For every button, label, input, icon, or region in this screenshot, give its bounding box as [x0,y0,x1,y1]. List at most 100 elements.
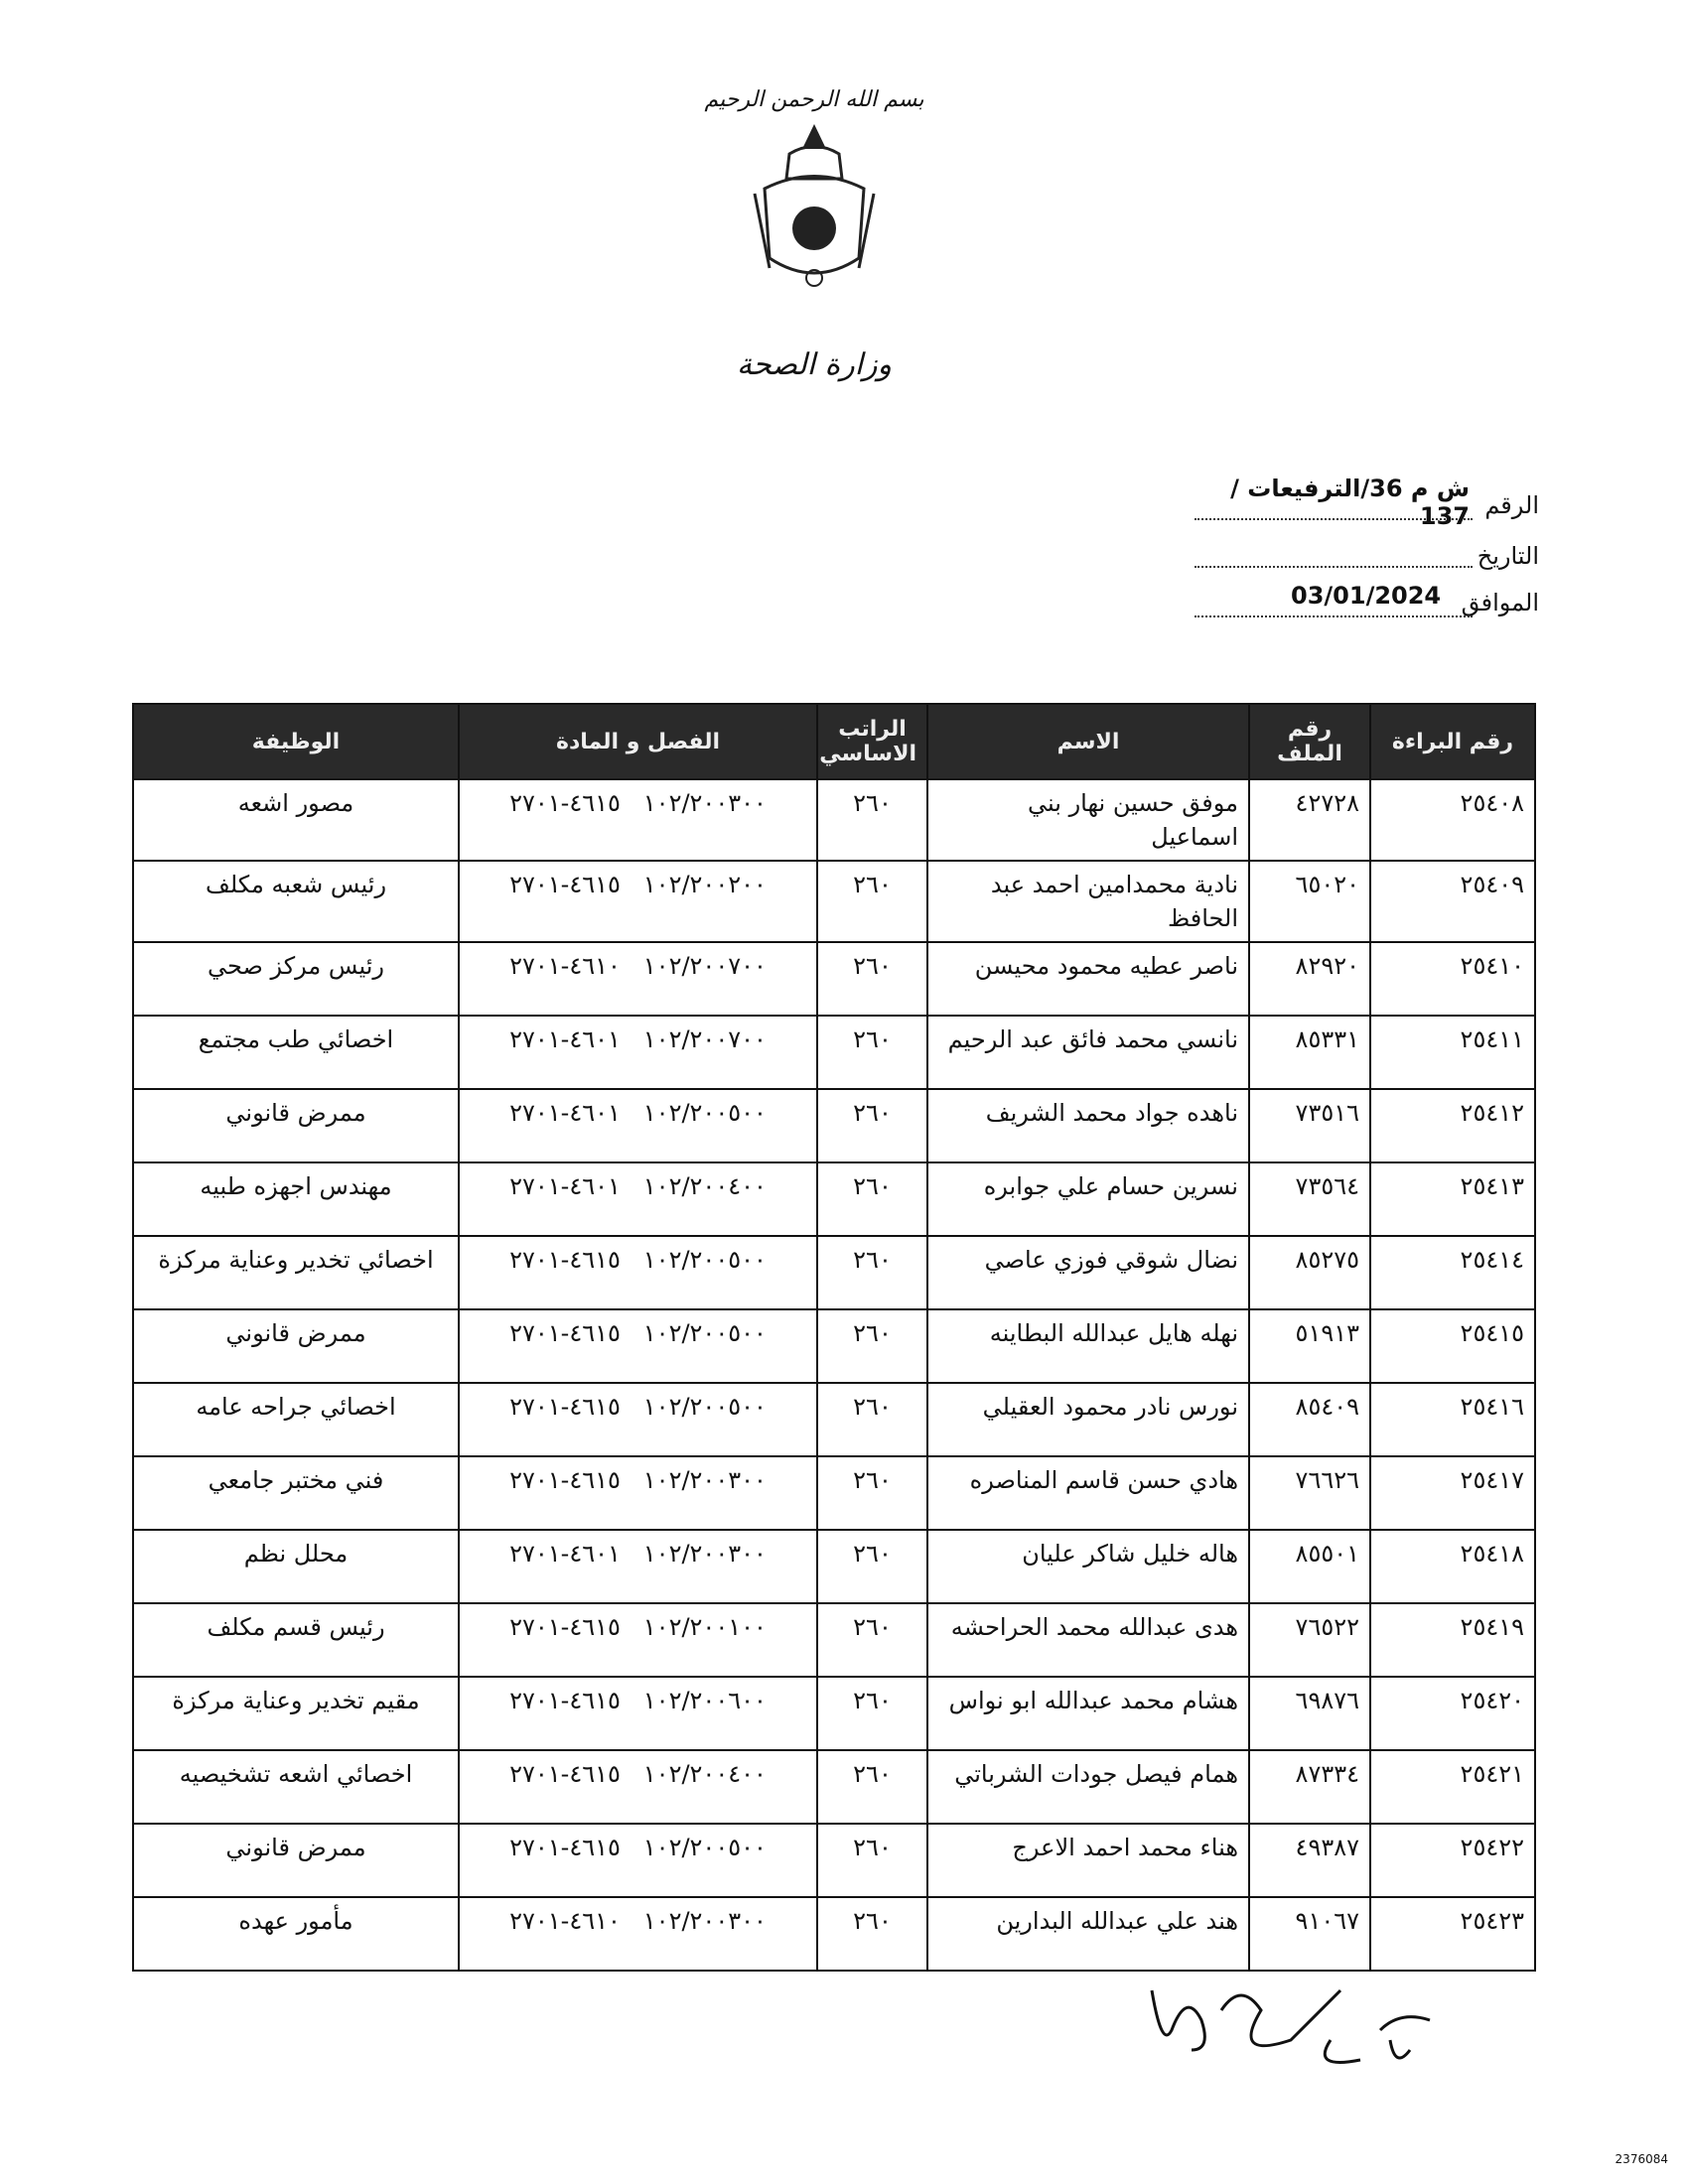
table-cell: ٤٩٣٨٧ [1248,1823,1371,1898]
table-cell: هادي حسن قاسم المناصره [926,1455,1250,1531]
table-cell: ٧٣٥٦٤ [1248,1161,1371,1237]
table-cell: ٦٩٨٧٦ [1248,1676,1371,1751]
table-cell: ١٠٢/٢٠٠٧٠٠ ٤٦٠١-٢٧٠١ [458,1015,818,1090]
table-cell: مقيم تخدير وعناية مركزة [132,1676,460,1751]
table-cell: رئيس شعبه مكلف [132,860,460,943]
table-cell: ٢٥٤١٥ [1369,1308,1536,1384]
table-cell: ٦٥٠٢٠ [1248,860,1371,943]
signatures [1150,1988,1431,2064]
table-cell: ٤٢٧٢٨ [1248,778,1371,862]
table-cell: ٨٥٥٠١ [1248,1529,1371,1604]
table-cell: ٢٥٤٢٢ [1369,1823,1536,1898]
table-cell: ٢٦٠ [816,941,928,1017]
column-header: الفصل و المادة [458,703,818,780]
table-row: ٢٥٤١٦ ٨٥٤٠٩ نورس نادر محمود العقيلي ٢٦٠ ١٠٢/… [132,1382,1536,1457]
table-cell: ٨٥٤٠٩ [1248,1382,1371,1457]
table-row: ٢٥٤٢٣ ٩١٠٦٧ هند علي عبدالله البدارين ٢٦٠ ١٠٢… [132,1896,1536,1972]
table-cell: ممرض قانوني [132,1823,460,1898]
table-row: ٢٥٤١٠ ٨٢٩٢٠ ناصر عطيه محمود محيسن ٢٦٠ ١٠٢/٢٠… [132,941,1536,1017]
header-row: رقم البراءة رقم الملف الاسم الراتب الاساسي ا… [132,703,1536,780]
number-label: الرقم [1484,491,1539,519]
table-body: ٢٥٤٠٨ ٤٢٧٢٨ موفق حسين نهار بني اسماعيل ٢٦٠ ١… [132,778,1536,1972]
table-cell: ممرض قانوني [132,1088,460,1163]
table-cell: مصور اشعه [132,778,460,862]
table-cell: ٢٥٤١٤ [1369,1235,1536,1310]
table-cell: ٢٥٤١٧ [1369,1455,1536,1531]
table-cell: هاله خليل شاكر عليان [926,1529,1250,1604]
table-row: ٢٥٤١٥ ٥١٩١٣ نهله هايل عبدالله البطاينه ٢٦٠ ١… [132,1308,1536,1384]
table-cell: ٨٢٩٢٠ [1248,941,1371,1017]
table-row: ٢٥٤٢١ ٨٧٣٣٤ همام فيصل جودات الشرباتي ٢٦٠ ١٠٢… [132,1749,1536,1825]
table-cell: هناء محمد احمد الاعرج [926,1823,1250,1898]
table-cell: ٧٣٥١٦ [1248,1088,1371,1163]
table-cell: ٢٥٤٢٣ [1369,1896,1536,1972]
table-cell: ممرض قانوني [132,1308,460,1384]
table-cell: ٢٦٠ [816,1088,928,1163]
table-cell: هدى عبدالله محمد الحراحشه [926,1602,1250,1678]
table-cell: موفق حسين نهار بني اسماعيل [926,778,1250,862]
column-header: الوظيفة [132,703,460,780]
table-cell: اخصائي جراحه عامه [132,1382,460,1457]
table-cell: نانسي محمد فائق عبد الرحيم [926,1015,1250,1090]
table-cell: ١٠٢/٢٠٠٣٠٠ ٤٦١٥-٢٧٠١ [458,1455,818,1531]
table-cell: ٢٦٠ [816,1749,928,1825]
table-cell: فني مختبر جامعي [132,1455,460,1531]
table-cell: ٢٦٠ [816,1676,928,1751]
table-cell: ٢٥٤١٢ [1369,1088,1536,1163]
table-cell: ١٠٢/٢٠٠٣٠٠ ٤٦١٠-٢٧٠١ [458,1896,818,1972]
dotted-line [1195,566,1473,568]
table-row: ٢٥٤٠٩ ٦٥٠٢٠ نادية محمدامين احمد عبد الحافظ… [132,860,1536,943]
table-cell: ٢٦٠ [816,860,928,943]
table-cell: ١٠٢/٢٠٠٥٠٠ ٤٦١٥-٢٧٠١ [458,1823,818,1898]
table-cell: اخصائي طب مجتمع [132,1015,460,1090]
table-cell: ١٠٢/٢٠٠٣٠٠ ٤٦١٥-٢٧٠١ [458,778,818,862]
reference-number: ش م 36/الترفيعات / 137 [1230,475,1470,530]
table-cell: مهندس اجهزه طبيه [132,1161,460,1237]
table-cell: ٢٥٤٢١ [1369,1749,1536,1825]
table-cell: ٥١٩١٣ [1248,1308,1371,1384]
table-cell: ٢٦٠ [816,1602,928,1678]
table-row: ٢٥٤١٢ ٧٣٥١٦ ناهده جواد محمد الشريف ٢٦٠ ١٠٢/٢… [132,1088,1536,1163]
table-cell: ٢٥٤٠٨ [1369,778,1536,862]
table-row: ٢٥٤١٣ ٧٣٥٦٤ نسرين حسام علي جوابره ٢٦٠ ١٠٢/٢٠… [132,1161,1536,1237]
table-cell: ٢٦٠ [816,1308,928,1384]
table-cell: ٧٦٦٢٦ [1248,1455,1371,1531]
table-cell: ١٠٢/٢٠٠٢٠٠ ٤٦١٥-٢٧٠١ [458,860,818,943]
ministry-name: وزارة الصحة [737,347,892,382]
table-cell: ٨٥٢٧٥ [1248,1235,1371,1310]
table-cell: ٢٦٠ [816,778,928,862]
table-cell: ٢٦٠ [816,1015,928,1090]
table-cell: ناصر عطيه محمود محيسن [926,941,1250,1017]
table-cell: نادية محمدامين احمد عبد الحافظ [926,860,1250,943]
table-cell: ٢٦٠ [816,1161,928,1237]
dotted-line [1195,615,1473,617]
table-cell: ٢٦٠ [816,1823,928,1898]
table-cell: ٢٦٠ [816,1235,928,1310]
document-code: 2376084 [1615,2152,1668,2166]
basmala: بسم الله الرحمن الرحيم [704,87,924,112]
crest [753,124,876,287]
table-row: ٢٥٤٢٢ ٤٩٣٨٧ هناء محمد احمد الاعرج ٢٦٠ ١٠٢/٢٠… [132,1823,1536,1898]
table-cell: ٢٥٤١١ [1369,1015,1536,1090]
table-cell: همام فيصل جودات الشرباتي [926,1749,1250,1825]
table-cell: ١٠٢/٢٠٠١٠٠ ٤٦١٥-٢٧٠١ [458,1602,818,1678]
table-cell: ٨٧٣٣٤ [1248,1749,1371,1825]
table-cell: ٢٦٠ [816,1382,928,1457]
table-cell: ١٠٢/٢٠٠٦٠٠ ٤٦١٥-٢٧٠١ [458,1676,818,1751]
table-row: ٢٥٤١١ ٨٥٣٣١ نانسي محمد فائق عبد الرحيم ٢٦٠ ١… [132,1015,1536,1090]
column-header: رقم الملف [1248,703,1371,780]
table-cell: ٢٥٤١٣ [1369,1161,1536,1237]
corresponding-date: 03/01/2024 [1291,582,1442,610]
table-cell: محلل نظم [132,1529,460,1604]
table-row: ٢٥٤١٤ ٨٥٢٧٥ نضال شوقي فوزي عاصي ٢٦٠ ١٠٢/٢٠٠٥… [132,1235,1536,1310]
table-cell: ١٠٢/٢٠٠٥٠٠ ٤٦١٥-٢٧٠١ [458,1235,818,1310]
table-cell: نهله هايل عبدالله البطاينه [926,1308,1250,1384]
table-cell: هشام محمد عبدالله ابو نواس [926,1676,1250,1751]
table-row: ٢٥٤٠٨ ٤٢٧٢٨ موفق حسين نهار بني اسماعيل ٢٦٠ ١… [132,778,1536,862]
table-cell: ٢٦٠ [816,1896,928,1972]
table-cell: ١٠٢/٢٠٠٥٠٠ ٤٦١٥-٢٧٠١ [458,1308,818,1384]
table-cell: ٢٥٤١٠ [1369,941,1536,1017]
table-cell: ٨٥٣٣١ [1248,1015,1371,1090]
table-cell: ٢٥٤٢٠ [1369,1676,1536,1751]
